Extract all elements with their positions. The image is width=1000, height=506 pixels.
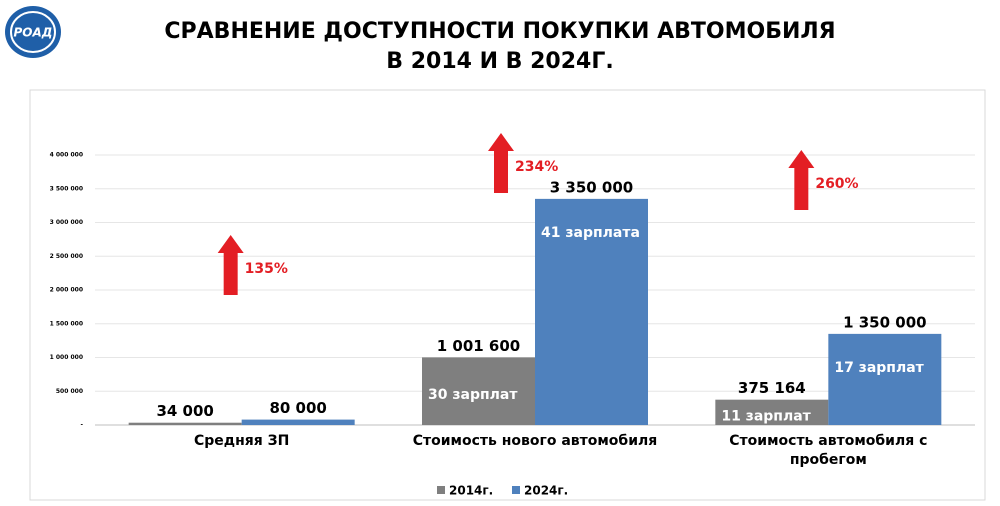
chart-title: В 2014 И В 2024Г. (386, 49, 613, 74)
y-tick-label: 3 500 000 (50, 185, 83, 192)
y-tick-label: 500 000 (56, 388, 83, 395)
value-label: 3 350 000 (550, 178, 634, 196)
bar (828, 333, 942, 425)
x-tick-label: Стоимость нового автомобиля (412, 433, 658, 449)
y-tick-label: 4 000 000 (50, 152, 83, 159)
logo: РОАД (5, 6, 61, 58)
logo-text: РОАД (14, 26, 53, 40)
value-label: 375 164 (738, 379, 806, 397)
arrow (488, 133, 514, 193)
y-tick-label: 1 500 000 (50, 320, 83, 327)
inner-label: 41 зарплата (541, 225, 640, 241)
bar (241, 419, 355, 425)
y-tick-label: 2 500 000 (50, 253, 83, 260)
y-tick-label: - (81, 422, 84, 429)
value-label: 80 000 (269, 399, 326, 417)
annotation: 260% (815, 176, 858, 192)
x-tick-label: Стоимость автомобиля с пробегом (729, 433, 928, 468)
bar (535, 198, 648, 425)
legend-swatch (512, 486, 520, 494)
y-tick-label: 2 000 000 (50, 287, 83, 294)
y-tick-label: 3 000 000 (50, 219, 83, 226)
arrow (788, 150, 815, 210)
inner-label: 17 зарплат (834, 360, 924, 376)
chart-frame (29, 89, 986, 501)
inner-label: 11 зарплат (721, 408, 811, 424)
legend-label: 2024г. (524, 484, 568, 498)
bar (422, 357, 535, 425)
arrow (217, 235, 244, 295)
value-label: 34 000 (156, 402, 213, 420)
legend-swatch (437, 486, 445, 494)
annotation: 234% (515, 159, 558, 175)
bar (715, 399, 829, 425)
value-label: 1 350 000 (843, 313, 927, 331)
x-tick-label: Средняя ЗП (194, 433, 290, 449)
value-label: 1 001 600 (437, 337, 521, 355)
legend-label: 2014г. (449, 484, 493, 498)
inner-label: 30 зарплат (428, 387, 518, 403)
y-tick-label: 1 000 000 (50, 354, 83, 361)
bar (128, 422, 242, 425)
annotation: 135% (245, 261, 288, 277)
chart-title: СРАВНЕНИЕ ДОСТУПНОСТИ ПОКУПКИ АВТОМОБИЛЯ (164, 19, 835, 44)
